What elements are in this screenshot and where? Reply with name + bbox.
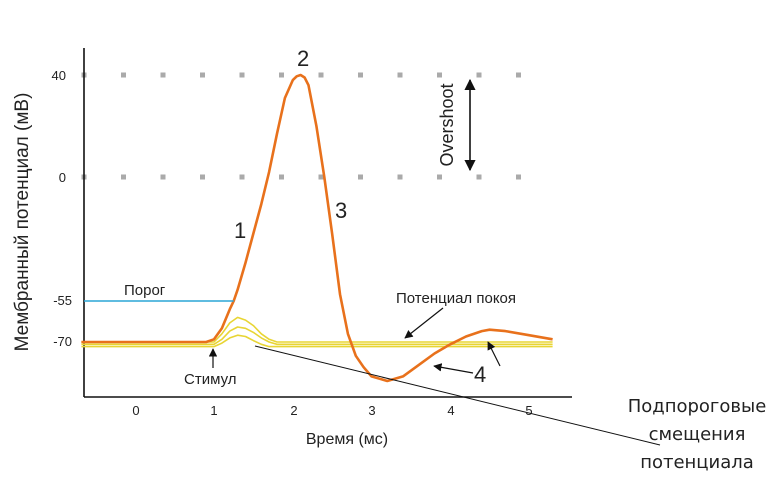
grid-dot — [397, 174, 403, 180]
subthreshold-label-line3: потенциала — [640, 452, 754, 473]
grid-dot — [358, 72, 363, 78]
resting-potential-label: Потенциал покоя — [396, 290, 516, 307]
resting-potential-arrow — [404, 307, 444, 339]
subthreshold-curve — [81, 326, 553, 346]
x-axis-label: Время (мс) — [306, 431, 388, 448]
stimulus-label: Стимул — [184, 371, 237, 388]
y-tick-label: 40 — [52, 68, 66, 83]
series-layer — [81, 73, 553, 383]
grid-dot — [397, 72, 403, 78]
threshold-label: Порог — [124, 282, 166, 299]
x-tick-label: 0 — [132, 403, 139, 418]
phase-label-rising: 1 — [234, 218, 246, 243]
grid-dot — [160, 72, 166, 78]
hyperpolarization-arrow — [487, 341, 501, 367]
y-tick-label: -70 — [53, 334, 72, 349]
action-potential-curve — [81, 73, 553, 383]
subthreshold-curve — [81, 334, 553, 348]
x-tick-label: 5 — [525, 403, 532, 418]
axes-layer — [83, 48, 572, 398]
y-tick-label: 0 — [59, 170, 66, 185]
y-axis-label: Мембранный потенциал (мВ) — [12, 93, 33, 352]
grid-dot — [318, 72, 324, 78]
grid-dot — [437, 174, 442, 180]
grid-dot — [476, 174, 482, 180]
x-tick-label: 2 — [290, 403, 297, 418]
x-tick-label: 3 — [368, 403, 375, 418]
overshoot-label: Overshoot — [437, 83, 457, 166]
grid-dot — [200, 174, 205, 180]
hyperpolarization-arrow — [433, 363, 474, 374]
grid-dot — [279, 72, 284, 78]
phase-label-hyperpolarization: 4 — [474, 362, 486, 387]
grid-dot — [121, 72, 126, 78]
grid-dot — [200, 72, 205, 78]
grid-dot — [516, 174, 521, 180]
grid-dot — [279, 174, 284, 180]
x-tick-label: 4 — [447, 403, 454, 418]
grid-dot — [318, 174, 324, 180]
grid-dot — [516, 72, 521, 78]
grid-dot — [358, 174, 363, 180]
phase-label-peak: 2 — [297, 46, 309, 71]
grid-dot — [121, 174, 126, 180]
subthreshold-label-line1: Подпороговые — [628, 396, 767, 417]
phase-label-falling: 3 — [335, 198, 347, 223]
grid-dot — [476, 72, 482, 78]
x-tick-label: 1 — [210, 403, 217, 418]
grid-dot — [239, 174, 245, 180]
subthreshold-pointer-line — [254, 345, 661, 446]
subthreshold-label-line2: смещения — [649, 424, 746, 445]
grid-dot — [239, 72, 245, 78]
subthreshold-curve — [81, 316, 553, 343]
y-tick-label: -55 — [53, 293, 72, 308]
grid-dot — [437, 72, 442, 78]
grid-dot — [160, 174, 166, 180]
